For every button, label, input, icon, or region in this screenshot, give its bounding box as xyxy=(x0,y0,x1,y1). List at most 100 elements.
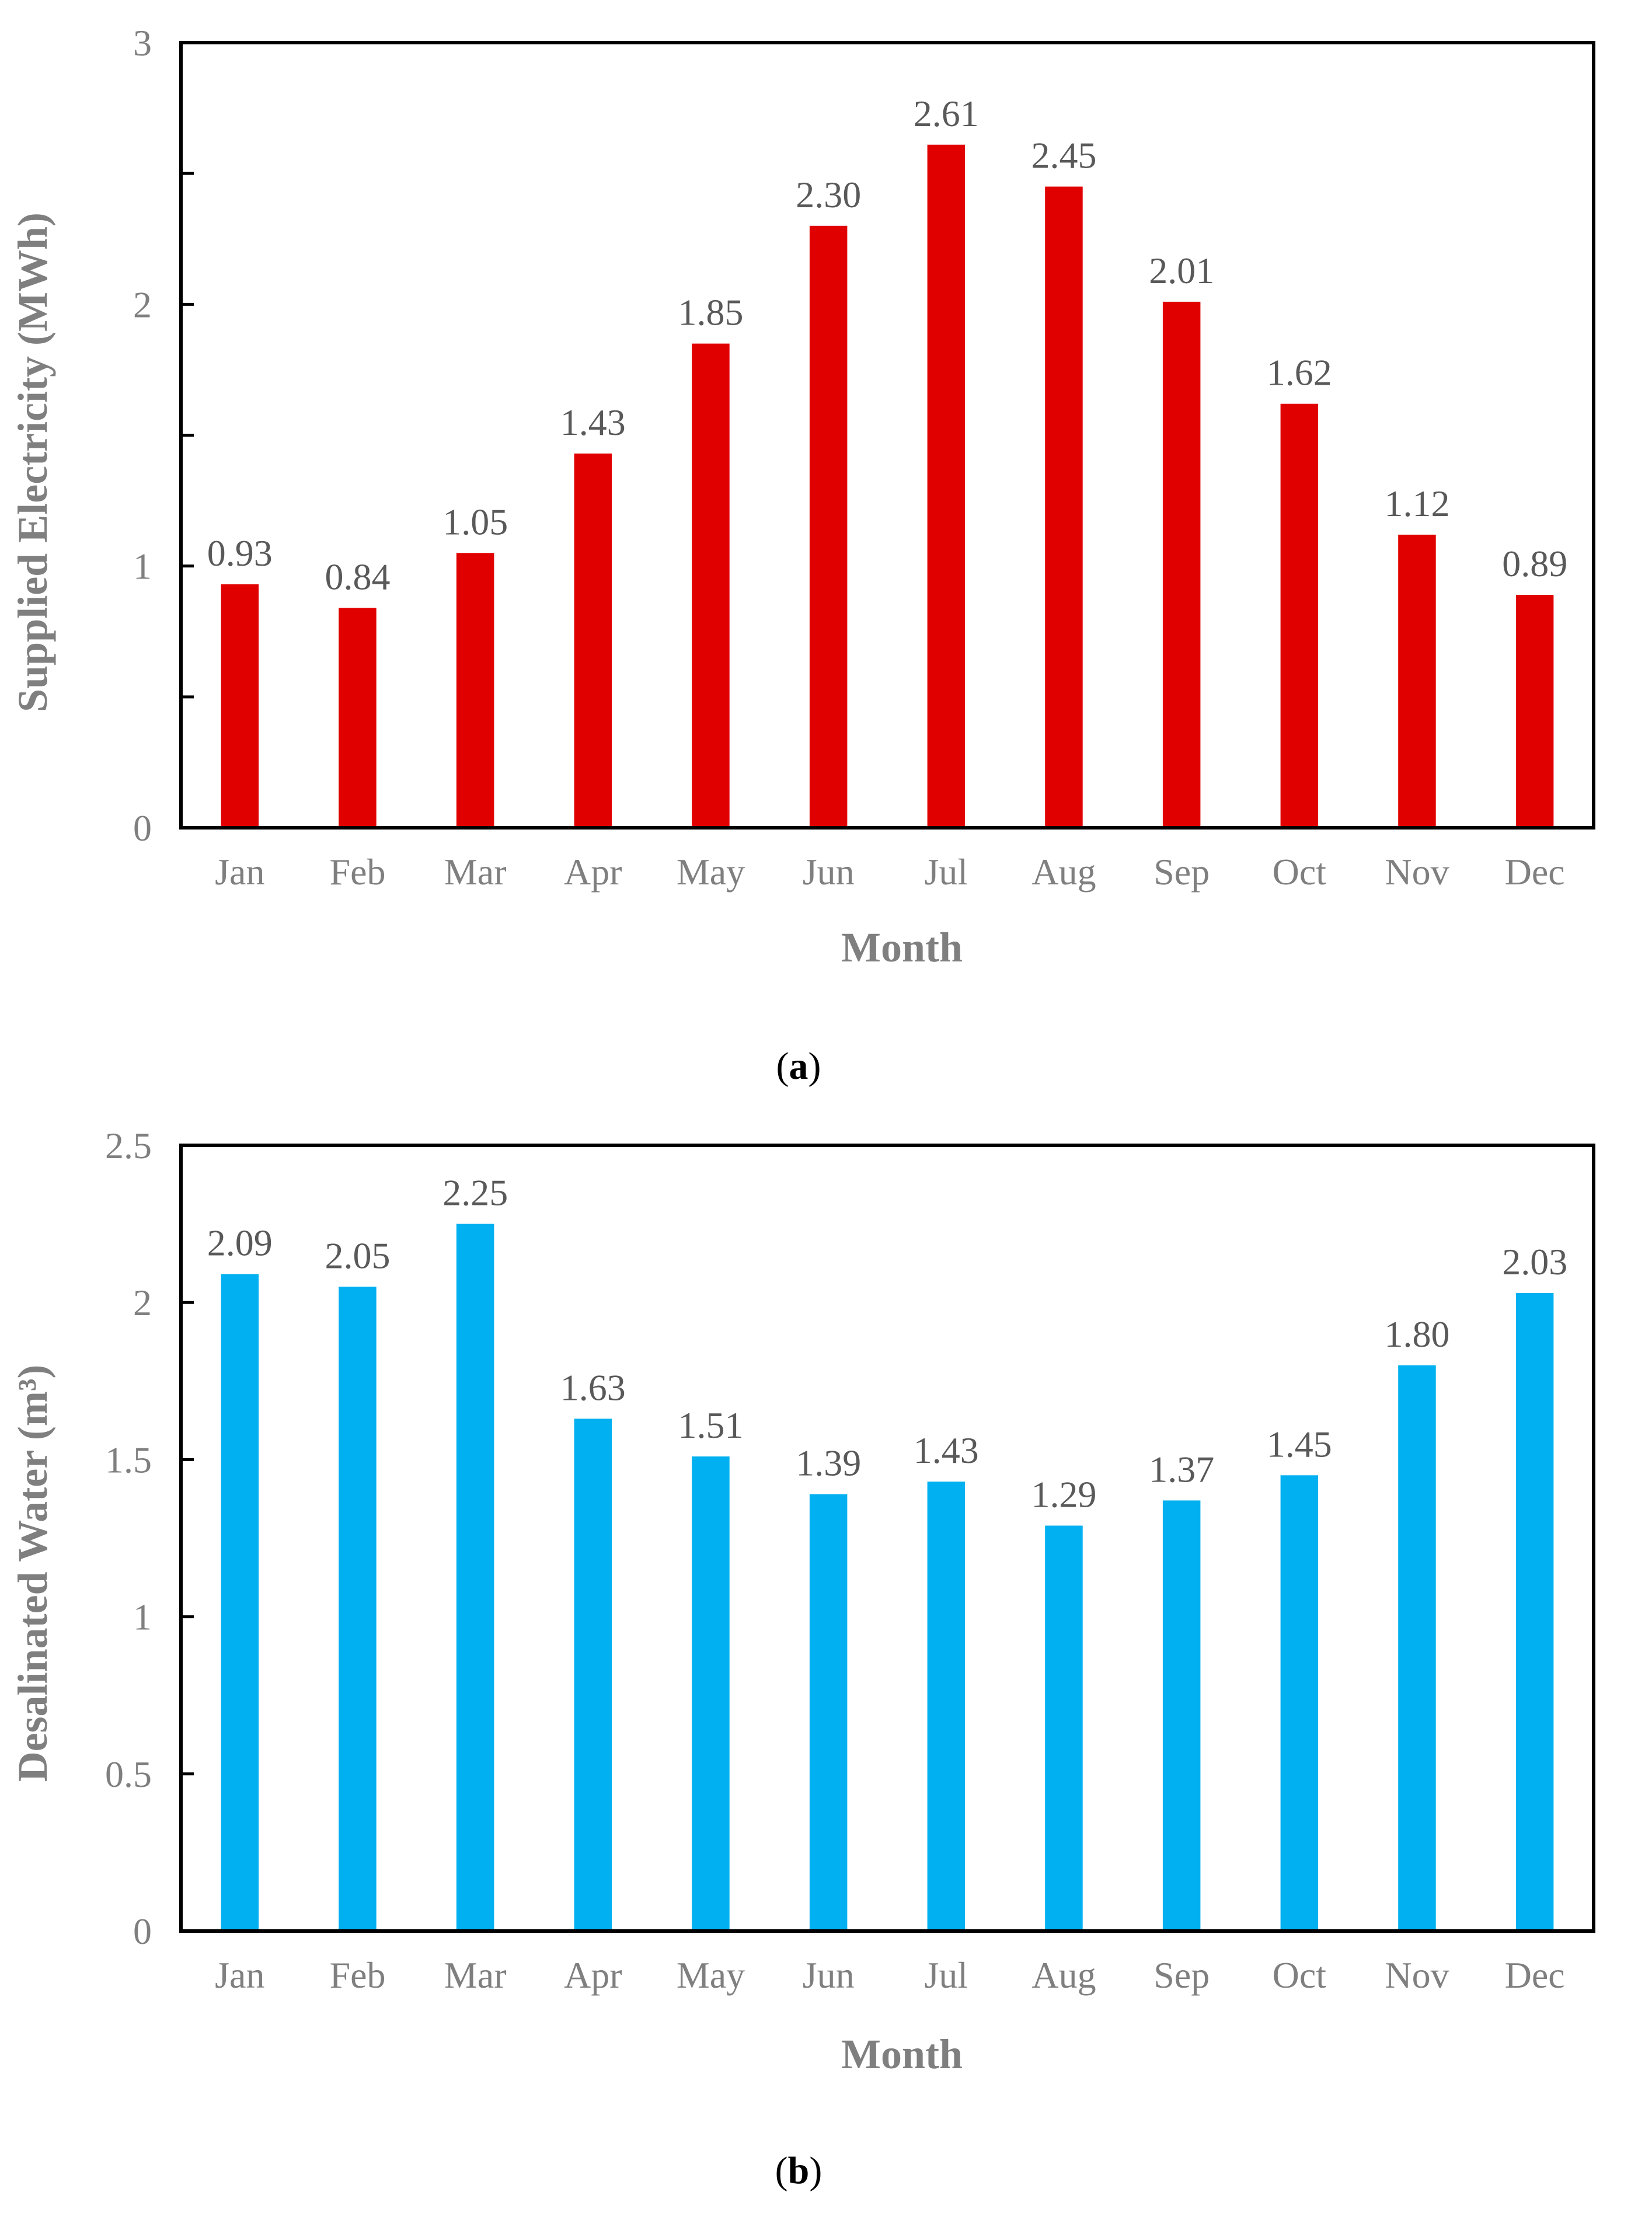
x-tick-label-jul: Jul xyxy=(924,851,968,893)
x-tick-label-jan: Jan xyxy=(215,851,264,893)
x-tick-label-oct: Oct xyxy=(1273,1954,1327,1996)
panel-caption-b: (b) xyxy=(775,2149,822,2192)
y-tick-label: 2.5 xyxy=(105,1125,152,1166)
data-label-nov: 1.12 xyxy=(1385,483,1450,524)
bar-aug xyxy=(1045,186,1083,828)
bar-feb xyxy=(339,1287,377,1931)
x-tick-label-may: May xyxy=(677,1954,745,1996)
bar-feb xyxy=(339,608,377,828)
data-label-jun: 2.30 xyxy=(796,174,861,215)
x-tick-labels-b: Jan Feb Mar Apr May Jun Jul Aug Sep Oct Nov Dec xyxy=(215,1954,1565,1996)
data-label-mar: 2.25 xyxy=(442,1172,508,1214)
x-tick-label-aug: Aug xyxy=(1031,1954,1096,1996)
bar-sep xyxy=(1162,1500,1201,1931)
panel-caption-a: (a) xyxy=(776,1045,821,1088)
y-axis-title-a: Supplied Electricity (MWh) xyxy=(9,212,56,712)
bar-mar xyxy=(456,1224,494,1931)
data-label-jun: 1.39 xyxy=(796,1442,861,1484)
data-label-sep: 2.01 xyxy=(1149,250,1214,291)
x-tick-label-sep: Sep xyxy=(1153,1954,1210,1996)
y-tick-label: 0.5 xyxy=(105,1754,152,1795)
x-axis-title-b: Month xyxy=(841,2031,963,2078)
x-tick-label-dec: Dec xyxy=(1505,1954,1565,1996)
data-label-aug: 2.45 xyxy=(1031,135,1097,176)
data-label-aug: 1.29 xyxy=(1031,1474,1097,1515)
x-tick-label-nov: Nov xyxy=(1385,851,1449,893)
bar-may xyxy=(692,343,730,828)
bars-b xyxy=(221,1224,1554,1931)
bar-nov xyxy=(1398,1365,1436,1931)
panel-caption-letter-a: a xyxy=(789,1045,808,1088)
data-label-mar: 1.05 xyxy=(442,501,508,542)
data-label-oct: 1.62 xyxy=(1267,352,1332,393)
y-tick-label: 1 xyxy=(133,1597,152,1638)
chart-panel-a: 0.93 0.84 1.05 1.43 1.85 2.30 2.61 2.45 2.01 1.62… xyxy=(9,22,1595,1088)
bar-apr xyxy=(574,453,612,828)
data-label-jan: 2.09 xyxy=(207,1222,273,1264)
bar-sep xyxy=(1162,301,1201,828)
x-tick-label-sep: Sep xyxy=(1153,851,1210,893)
data-label-feb: 0.84 xyxy=(325,556,391,597)
data-label-oct: 1.45 xyxy=(1267,1423,1332,1465)
x-tick-label-oct: Oct xyxy=(1273,851,1327,893)
bar-jun xyxy=(809,1494,848,1931)
y-tick-label: 0 xyxy=(133,807,152,849)
y-tick-label: 2 xyxy=(133,1282,152,1323)
bar-jul xyxy=(927,144,966,828)
y-tick-label: 2 xyxy=(133,284,152,325)
x-tick-label-apr: Apr xyxy=(564,1954,622,1996)
bar-jan xyxy=(221,584,259,828)
x-tick-label-mar: Mar xyxy=(444,851,507,893)
y-tick-labels-b: 0 0.5 1 1.5 2 2.5 xyxy=(105,1125,152,1952)
x-tick-label-feb: Feb xyxy=(330,1954,386,1996)
data-label-jul: 2.61 xyxy=(914,93,979,134)
x-tick-label-feb: Feb xyxy=(330,851,386,893)
data-label-dec: 2.03 xyxy=(1502,1241,1567,1282)
data-label-may: 1.85 xyxy=(678,292,744,333)
bar-apr xyxy=(574,1419,612,1931)
data-label-feb: 2.05 xyxy=(325,1235,391,1276)
bar-may xyxy=(692,1456,730,1931)
x-tick-label-apr: Apr xyxy=(564,851,622,893)
axes-a xyxy=(179,41,1595,830)
x-axis-title-a: Month xyxy=(841,924,963,971)
data-label-may: 1.51 xyxy=(678,1404,744,1446)
data-label-apr: 1.43 xyxy=(560,402,626,443)
bar-aug xyxy=(1045,1525,1083,1931)
bar-mar xyxy=(456,553,494,828)
data-label-apr: 1.63 xyxy=(560,1367,626,1408)
x-tick-label-aug: Aug xyxy=(1031,851,1096,893)
bar-jan xyxy=(221,1274,259,1931)
x-tick-label-jun: Jun xyxy=(803,851,855,893)
data-label-jan: 0.93 xyxy=(207,532,273,574)
x-tick-label-nov: Nov xyxy=(1385,1954,1449,1996)
chart-panel-b: 2.09 2.052.251.631.511.39 1.431.291.371.45… xyxy=(9,1125,1595,2192)
data-label-nov: 1.80 xyxy=(1385,1313,1450,1355)
y-tick-labels-a: 0 1 2 3 xyxy=(133,22,152,849)
bar-jun xyxy=(809,225,848,828)
axes-b xyxy=(179,1144,1595,1933)
panel-caption-letter-b: b xyxy=(788,2149,810,2192)
y-axis-title-b: Desalinated Water (m³) xyxy=(9,1365,56,1782)
bar-jul xyxy=(927,1482,966,1931)
x-tick-label-jun: Jun xyxy=(803,1954,855,1996)
y-tick-label: 0 xyxy=(133,1911,152,1952)
bar-oct xyxy=(1280,1475,1319,1931)
x-tick-label-jul: Jul xyxy=(924,1954,968,1996)
y-tick-label: 1.5 xyxy=(105,1439,152,1480)
data-label-jul: 1.43 xyxy=(914,1430,979,1471)
x-tick-labels-a: Jan Feb Mar Apr May Jun Jul Aug Sep Oct Nov Dec xyxy=(215,851,1565,893)
bar-oct xyxy=(1280,403,1319,828)
x-tick-label-jan: Jan xyxy=(215,1954,264,1996)
x-tick-label-may: May xyxy=(677,851,745,893)
x-tick-label-mar: Mar xyxy=(444,1954,507,1996)
x-tick-label-dec: Dec xyxy=(1505,851,1565,893)
data-label-dec: 0.89 xyxy=(1502,543,1567,584)
bar-dec xyxy=(1515,1293,1554,1931)
bar-nov xyxy=(1398,534,1436,828)
data-labels-a: 0.93 0.84 1.05 1.43 1.85 2.30 2.61 2.45 2.01 1.62… xyxy=(207,93,1567,598)
bar-dec xyxy=(1515,595,1554,828)
plot-frame xyxy=(179,1144,1595,1933)
y-tick-label: 1 xyxy=(133,546,152,587)
